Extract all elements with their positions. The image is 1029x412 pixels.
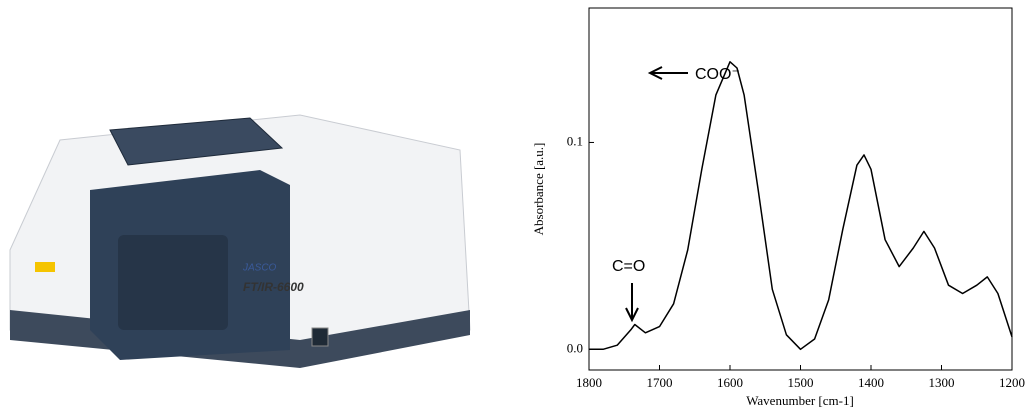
x-tick-label: 1700	[647, 375, 673, 390]
x-tick-label: 1600	[717, 375, 743, 390]
sample-lid	[109, 117, 284, 166]
y-tick-label: 0.1	[567, 133, 583, 148]
x-tick-label: 1200	[999, 375, 1025, 390]
plot-frame	[588, 7, 1013, 371]
power-switch	[311, 327, 329, 347]
brand-label: JASCO	[242, 263, 277, 274]
annotation: C=O	[612, 258, 645, 275]
x-tick-label: 1300	[929, 375, 955, 390]
annotation-arrow	[625, 283, 639, 323]
x-axis-title: Wavenumber [cm-1]	[746, 393, 854, 408]
door	[118, 235, 228, 330]
x-tick-label: 1800	[576, 375, 602, 390]
y-axis-title: Absorbance [a.u.]	[531, 143, 546, 236]
model-label: FT/IR-6600	[243, 280, 304, 294]
label-sticker	[35, 262, 55, 272]
x-tick-label: 1400	[858, 375, 884, 390]
spectrum-line	[589, 61, 1013, 351]
annotation: COO⁻	[695, 66, 740, 83]
annotation-arrow	[647, 66, 688, 80]
x-tick-label: 1500	[788, 375, 814, 390]
spectrometer-photo: JASCO FT/IR-6600	[9, 114, 471, 368]
y-tick-label: 0.0	[567, 340, 583, 355]
